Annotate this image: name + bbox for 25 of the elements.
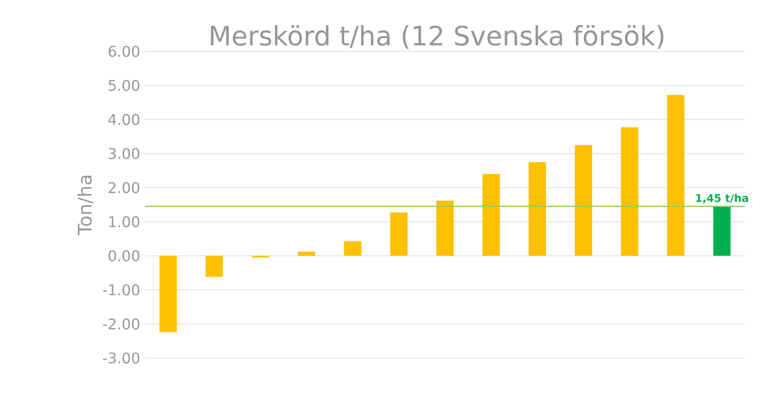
- bar: [344, 241, 362, 256]
- bar: [482, 174, 500, 256]
- data-label: 1,45 t/ha: [696, 194, 748, 204]
- y-axis-title: Ton/ha: [77, 176, 94, 236]
- bar: [159, 256, 177, 332]
- bar: [667, 94, 684, 256]
- y-tick-label: 3.00: [108, 148, 140, 160]
- bar: [528, 162, 546, 256]
- bar: [390, 212, 408, 256]
- chart-title: Merskörd t/ha (12 Svenska försök): [210, 25, 664, 49]
- bar: [713, 206, 731, 256]
- y-tick-label: 5.00: [108, 80, 140, 91]
- bar: [436, 200, 454, 256]
- y-tick-label: -2.00: [103, 318, 140, 330]
- y-tick-label: -1.00: [103, 284, 140, 296]
- y-tick-label: 4.00: [108, 114, 140, 126]
- bar: [298, 252, 316, 256]
- bar: [206, 256, 223, 277]
- y-tick-label: 2.00: [108, 182, 140, 194]
- bar: [574, 145, 592, 256]
- y-tick-label: -3.00: [103, 352, 140, 364]
- y-tick-label: 1.00: [109, 216, 140, 228]
- y-tick-label: 0.00: [108, 250, 140, 262]
- y-tick-label: 6.00: [108, 46, 140, 57]
- bar: [620, 127, 638, 256]
